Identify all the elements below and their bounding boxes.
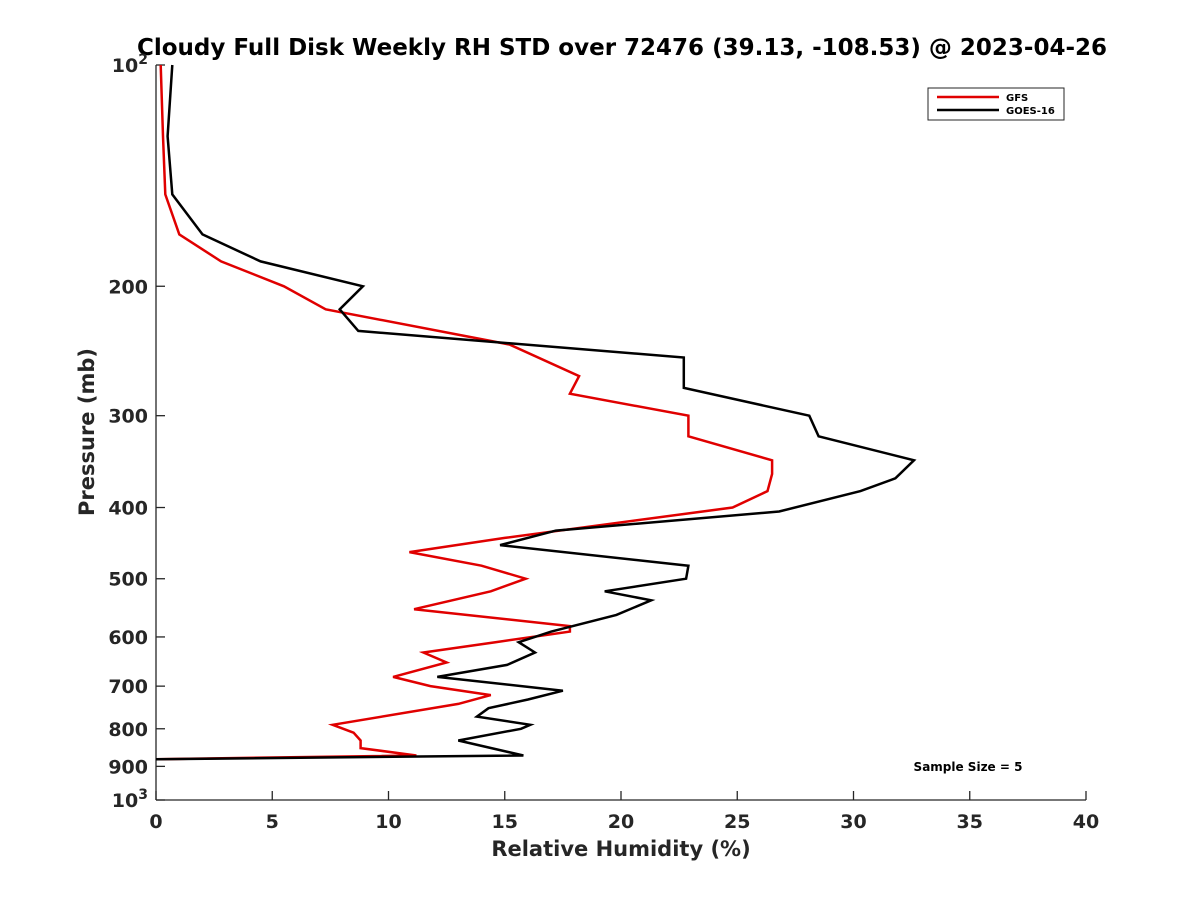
y-tick-label: 500 (108, 569, 148, 591)
x-tick-label: 15 (492, 811, 518, 833)
y-tick-label: 102 (112, 52, 148, 77)
legend-label-gfs: GFS (1006, 93, 1028, 104)
x-tick-label: 20 (608, 811, 634, 833)
legend: GFS GOES-16 (927, 87, 1065, 121)
y-tick-label: 200 (108, 276, 148, 298)
x-ticks: 0 5 10 15 20 25 30 35 40 (149, 791, 1099, 833)
x-tick-label: 0 (149, 811, 162, 833)
y-tick-label: 700 (108, 676, 148, 698)
legend-box (927, 87, 1065, 121)
series-line-goes16 (155, 64, 917, 761)
y-tick-label: 800 (108, 719, 148, 741)
y-tick-label: 400 (108, 498, 148, 520)
x-tick-label: 10 (375, 811, 401, 833)
y-tick-label: 300 (108, 406, 148, 428)
y-tick-label: 103 (112, 787, 148, 812)
x-tick-label: 35 (957, 811, 983, 833)
x-axis-label: Relative Humidity (%) (491, 837, 750, 861)
legend-label-goes16: GOES-16 (1006, 106, 1055, 117)
x-tick-label: 30 (840, 811, 866, 833)
sample-size-annotation: Sample Size = 5 (914, 760, 1023, 774)
chart-title: Cloudy Full Disk Weekly RH STD over 7247… (137, 35, 1107, 61)
x-tick-label: 40 (1073, 811, 1099, 833)
y-ticks: 102 200 300 400 500 600 700 800 900 103 (108, 52, 165, 812)
y-axis-label: Pressure (mb) (75, 348, 99, 516)
y-tick-label: 600 (108, 627, 148, 649)
x-tick-label: 5 (266, 811, 279, 833)
series-line-gfs (155, 64, 774, 761)
x-tick-label: 25 (724, 811, 750, 833)
y-tick-label: 900 (108, 756, 148, 778)
series-lines (155, 64, 917, 761)
